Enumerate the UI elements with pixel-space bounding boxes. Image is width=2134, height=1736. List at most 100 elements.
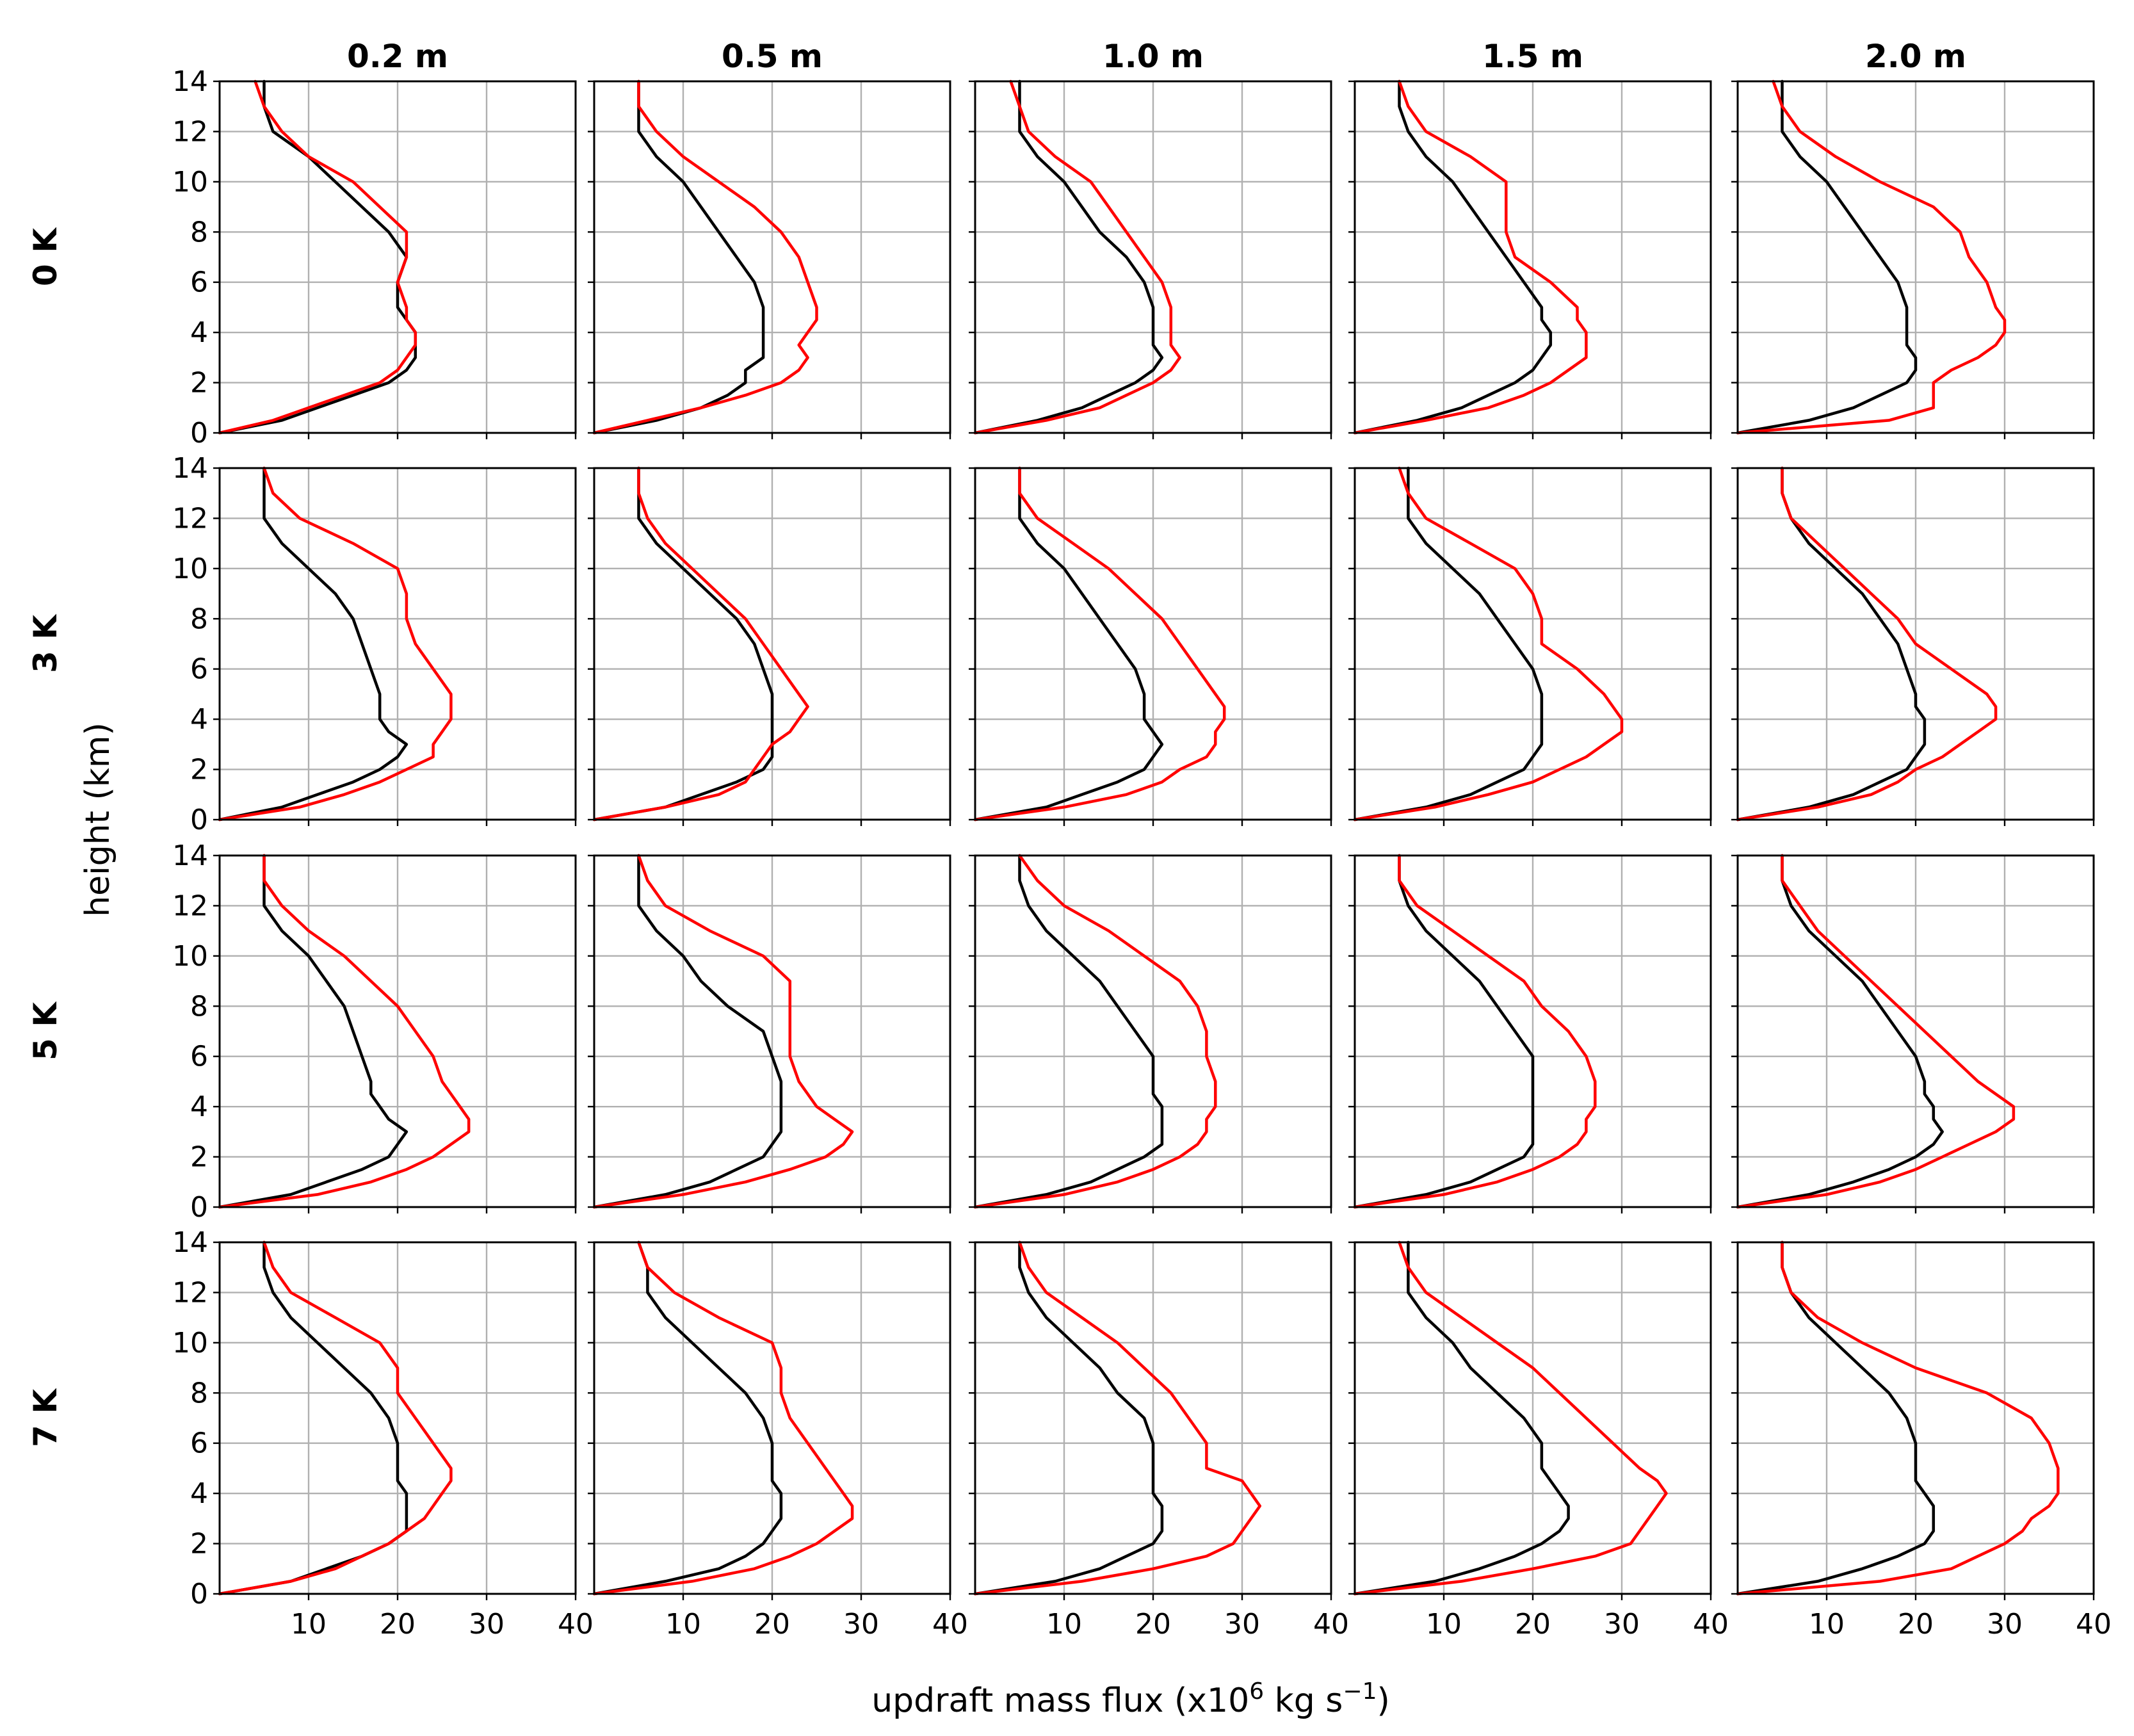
x-axis-label-unit: kg s [1264, 1682, 1343, 1720]
panel [1348, 466, 1712, 826]
series-line-black [1736, 79, 1918, 435]
column-title: 1.5 m [1482, 38, 1583, 75]
x-tick-label: 10 [665, 1608, 701, 1641]
y-tick-label: 2 [190, 367, 208, 400]
x-axis-label-main: updraft mass flux (x10 [871, 1682, 1249, 1720]
y-tick-label: 10 [172, 553, 208, 585]
panel: 0 2 4 6 8 10 12 14 [172, 65, 577, 450]
series-line-red [592, 854, 854, 1209]
series-line-red [592, 466, 809, 822]
x-axis-label-unit-exponent: −1 [1343, 1678, 1377, 1705]
series-line-red [973, 79, 1181, 435]
y-tick-label: 10 [172, 166, 208, 199]
series-line-red [1353, 466, 1624, 822]
series-line-red [1736, 466, 1998, 822]
series-line-red [973, 854, 1217, 1209]
x-axis-label-exponent: 6 [1249, 1678, 1264, 1705]
panel: 10 20 30 40 [1348, 1240, 1729, 1641]
panel [969, 466, 1332, 826]
series-line-red [973, 466, 1226, 822]
y-tick-label: 14 [172, 1226, 208, 1259]
series-line-red [1736, 79, 2007, 435]
y-tick-label: 0 [190, 417, 208, 450]
series-line-red [592, 79, 818, 435]
y-tick-label: 8 [190, 603, 208, 635]
y-tick-label: 12 [172, 1276, 208, 1309]
y-tick-label: 0 [190, 804, 208, 836]
panel-grid: 0.2 m 0.5 m 1.0 m 1.5 m 2.0 m 0 K 3 K 5 K 7 K 0 2 4… [27, 38, 2112, 1641]
x-tick-label: 40 [1693, 1608, 1729, 1641]
series-line-black [218, 1240, 408, 1596]
x-tick-label: 20 [1898, 1608, 1934, 1641]
y-tick-label: 2 [190, 1141, 208, 1174]
series-line-black [218, 466, 408, 822]
column-title: 2.0 m [1865, 38, 1966, 75]
series-line-red [973, 1240, 1262, 1596]
y-tick-label: 10 [172, 940, 208, 973]
y-tick-label: 12 [172, 889, 208, 922]
column-title: 0.5 m [722, 38, 823, 75]
y-tick-label: 10 [172, 1327, 208, 1359]
series-line-red [218, 1240, 453, 1596]
y-tick-label: 4 [190, 316, 208, 349]
series-line-red [1353, 79, 1588, 435]
x-tick-label: 40 [558, 1608, 594, 1641]
x-tick-label: 40 [932, 1608, 968, 1641]
row-title: 3 K [27, 613, 64, 673]
series-line-black [1736, 466, 1927, 822]
y-tick-label: 8 [190, 216, 208, 248]
series-line-black [973, 79, 1164, 435]
x-tick-label: 10 [1046, 1608, 1082, 1641]
panel: 0 2 4 6 8 10 12 14 [172, 452, 577, 836]
x-tick-label: 30 [843, 1608, 879, 1641]
y-tick-label: 4 [190, 703, 208, 736]
x-axis-label: updraft mass flux (x106 kg s−1) [871, 1678, 1390, 1720]
panel: 10 20 30 40 [969, 1240, 1349, 1641]
series-line-black [973, 1240, 1164, 1596]
series-line-red [218, 79, 417, 435]
panel [969, 79, 1332, 439]
series-line-red [218, 466, 453, 822]
y-tick-label: 6 [190, 1427, 208, 1460]
series-line-black [592, 466, 774, 822]
x-tick-label: 20 [754, 1608, 790, 1641]
y-tick-label: 14 [172, 65, 208, 98]
panel [969, 854, 1332, 1213]
x-tick-label: 10 [1426, 1608, 1462, 1641]
x-tick-label: 10 [291, 1608, 327, 1641]
series-line-black [1736, 854, 1944, 1209]
series-line-black [973, 854, 1164, 1209]
y-tick-label: 14 [172, 452, 208, 485]
panel [1348, 854, 1712, 1213]
series-line-black [218, 79, 417, 435]
y-tick-label: 8 [190, 990, 208, 1023]
series-line-red [592, 1240, 854, 1596]
series-line-black [1353, 79, 1553, 435]
series-line-black [592, 79, 765, 435]
x-tick-label: 30 [1987, 1608, 2023, 1641]
panel [1731, 466, 2095, 826]
series-line-black [592, 854, 783, 1209]
panel: 0 2 4 6 8 10 12 14 10 20 30 40 [172, 1226, 594, 1641]
y-tick-label: 6 [190, 266, 208, 299]
y-tick-label: 14 [172, 840, 208, 872]
y-tick-label: 0 [190, 1578, 208, 1610]
series-line-red [218, 854, 471, 1209]
y-tick-label: 4 [190, 1091, 208, 1123]
y-tick-label: 6 [190, 653, 208, 686]
x-tick-label: 20 [380, 1608, 416, 1641]
panel [1731, 854, 2095, 1213]
series-line-black [218, 854, 408, 1209]
column-title: 0.2 m [347, 38, 448, 75]
row-title: 0 K [27, 227, 64, 286]
x-tick-label: 30 [1604, 1608, 1640, 1641]
series-line-black [1353, 1240, 1570, 1596]
row-title: 5 K [27, 1001, 64, 1060]
x-tick-label: 40 [2076, 1608, 2112, 1641]
series-line-black [1353, 854, 1535, 1209]
series-line-red [1353, 1240, 1668, 1596]
series-line-black [1353, 466, 1544, 822]
panel [588, 466, 951, 826]
panel [1731, 79, 2095, 439]
